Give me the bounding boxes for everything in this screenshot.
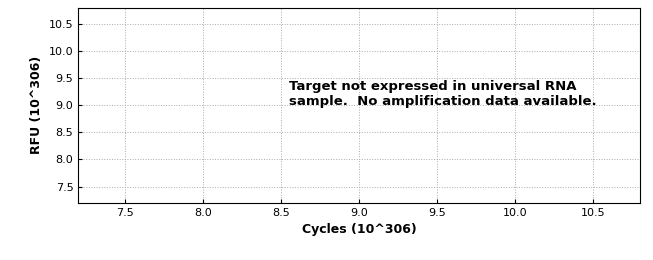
Text: Target not expressed in universal RNA
sample.  No amplification data available.: Target not expressed in universal RNA sa…	[289, 80, 597, 108]
Y-axis label: RFU (10^306): RFU (10^306)	[30, 56, 43, 154]
X-axis label: Cycles (10^306): Cycles (10^306)	[302, 223, 417, 236]
